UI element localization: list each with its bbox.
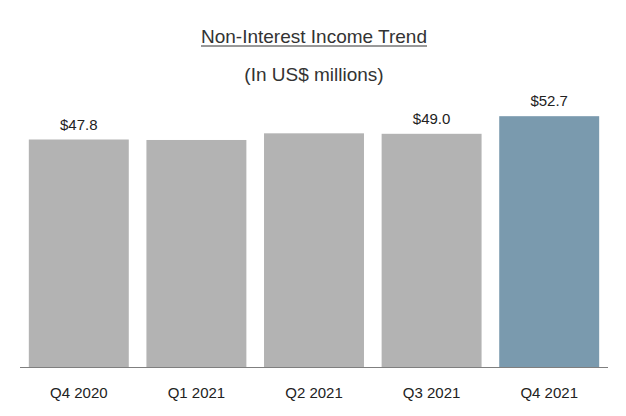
labels: $47.8 Q4 2020 Q1 2021 Q2 2021 $49.0 Q3 2021 $5… xyxy=(50,92,578,401)
x-tick-label: Q2 2021 xyxy=(285,384,343,401)
chart-container: Non-Interest Income Trend (In US$ million… xyxy=(0,0,626,416)
x-tick-label: Q3 2021 xyxy=(403,384,461,401)
bars xyxy=(29,116,599,367)
x-axis xyxy=(20,367,608,368)
title-underline xyxy=(201,46,427,47)
data-label: $49.0 xyxy=(413,110,451,127)
x-tick-label: Q4 2020 xyxy=(50,384,108,401)
data-label: $52.7 xyxy=(530,92,568,109)
title: Non-Interest Income Trend xyxy=(201,26,427,47)
bar xyxy=(499,116,599,367)
bar xyxy=(382,134,482,367)
bar xyxy=(146,140,246,367)
data-label: $47.8 xyxy=(60,116,98,133)
x-tick-label: Q4 2021 xyxy=(520,384,578,401)
subtitle: (In US$ millions) xyxy=(244,64,383,85)
x-tick-label: Q1 2021 xyxy=(168,384,226,401)
chart-svg: Non-Interest Income Trend (In US$ million… xyxy=(0,0,626,416)
bar xyxy=(264,133,364,367)
bar xyxy=(29,140,129,367)
